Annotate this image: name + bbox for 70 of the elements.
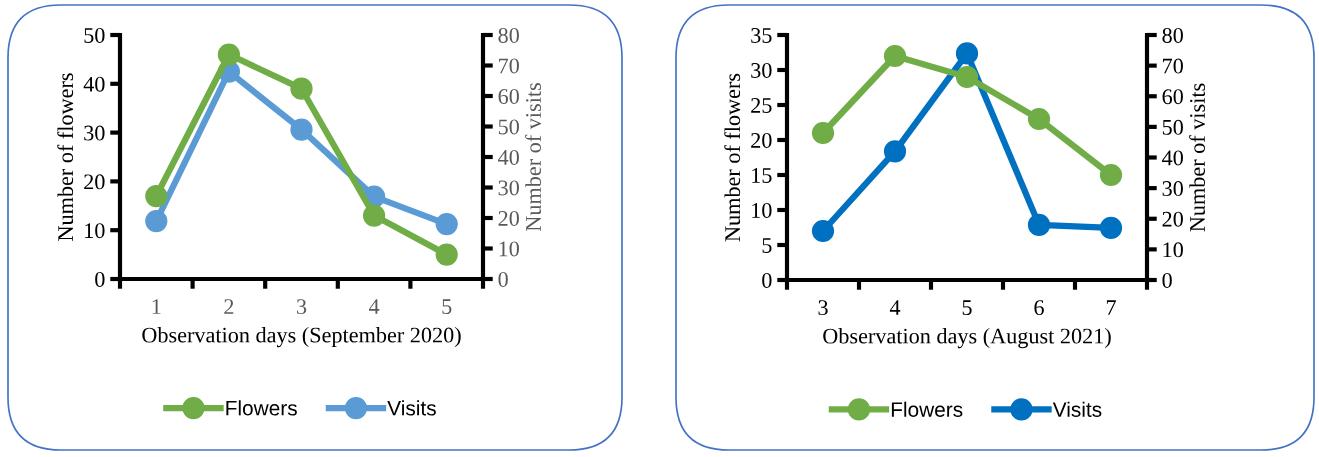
legend-label: Visits <box>1052 401 1102 417</box>
y2-tick-label: 80 <box>1162 27 1183 43</box>
x-tick-label: 3 <box>297 299 307 315</box>
y-tick-label: 40 <box>83 76 105 92</box>
y2-axis-title: Number of visits <box>525 83 541 232</box>
point <box>1099 216 1123 240</box>
point <box>955 42 979 65</box>
y2-tick-label: 40 <box>1162 150 1183 166</box>
y-tick-label: 0 <box>762 272 772 288</box>
y-tick-label: 10 <box>752 202 772 218</box>
y-tick-label: 20 <box>751 132 772 148</box>
x-tick-label: 5 <box>442 299 452 315</box>
y2-tick-label: 20 <box>498 210 519 226</box>
y-tick-label: 35 <box>751 27 772 43</box>
y2-tick-label: 0 <box>498 271 508 287</box>
y2-tick-label: 50 <box>498 119 519 135</box>
y2-tick-label: 70 <box>499 58 519 74</box>
legend-label: Flowers <box>891 401 963 417</box>
y-tick-label: 15 <box>752 168 772 183</box>
x-axis-title: Observation days (September 2020) <box>142 326 461 348</box>
point <box>811 219 835 243</box>
y2-tick-label: 80 <box>498 27 519 43</box>
y-axis-title: Number of flowers <box>57 73 74 241</box>
x-axis-title: Observation days (August 2021) <box>823 327 1111 349</box>
y2-tick-label: 70 <box>1163 58 1183 74</box>
point <box>435 243 458 266</box>
x-tick-label: 5 <box>962 300 972 316</box>
y-tick-label: 5 <box>762 238 772 253</box>
y-tick-label: 20 <box>84 174 105 190</box>
point <box>290 77 313 100</box>
y2-tick-label: 60 <box>1162 89 1183 105</box>
y-axis-title: Number of flowers <box>724 73 741 242</box>
point <box>362 204 386 227</box>
y-tick-label: 30 <box>84 125 105 141</box>
x-tick-label: 7 <box>1106 300 1116 315</box>
point <box>883 44 907 68</box>
x-tick-label: 4 <box>889 300 901 315</box>
point <box>145 184 168 208</box>
x-tick-label: 6 <box>1034 300 1044 316</box>
y2-tick-label: 30 <box>1162 181 1183 197</box>
y-tick-label: 25 <box>751 97 772 113</box>
y2-tick-label: 60 <box>498 88 519 104</box>
y-tick-label: 0 <box>95 271 105 287</box>
x-tick-label: 1 <box>152 299 161 314</box>
y2-tick-label: 40 <box>498 149 519 165</box>
point <box>955 65 979 89</box>
x-tick-label: 4 <box>368 299 380 314</box>
y2-axis-title: Number of visits <box>1189 83 1205 232</box>
y2-tick-label: 0 <box>1162 272 1172 288</box>
y2-tick-label: 30 <box>498 180 519 196</box>
y2-tick-label: 10 <box>499 241 519 257</box>
y-tick-label: 30 <box>751 62 772 78</box>
point <box>1027 107 1051 131</box>
legend-label: Visits <box>387 400 436 416</box>
x-tick-label: 2 <box>224 299 234 314</box>
point <box>217 43 241 66</box>
point <box>811 121 835 145</box>
point <box>435 212 458 236</box>
point <box>1027 213 1051 236</box>
y2-tick-label: 20 <box>1162 211 1183 227</box>
y2-tick-label: 50 <box>1162 119 1183 135</box>
y-tick-label: 10 <box>85 223 105 239</box>
legend-label: Flowers <box>226 400 297 416</box>
point <box>883 140 907 163</box>
x-tick-label: 3 <box>818 300 828 316</box>
point <box>1099 163 1123 187</box>
y-tick-label: 50 <box>84 27 105 43</box>
point <box>145 209 168 233</box>
y2-tick-label: 10 <box>1163 242 1183 258</box>
point <box>290 118 313 141</box>
